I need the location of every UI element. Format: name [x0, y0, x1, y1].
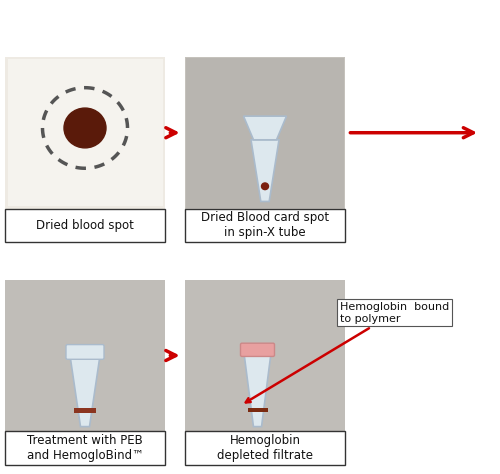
Text: Dried Blood card spot
in spin-X tube: Dried Blood card spot in spin-X tube: [201, 211, 329, 239]
FancyBboxPatch shape: [185, 209, 345, 242]
Polygon shape: [251, 140, 279, 201]
Text: Treatment with PEB
and HemogloBind™: Treatment with PEB and HemogloBind™: [26, 434, 144, 462]
FancyBboxPatch shape: [66, 345, 104, 359]
Polygon shape: [244, 116, 286, 140]
FancyBboxPatch shape: [8, 59, 162, 206]
FancyBboxPatch shape: [6, 281, 164, 430]
FancyBboxPatch shape: [186, 58, 344, 208]
FancyBboxPatch shape: [248, 408, 268, 412]
FancyBboxPatch shape: [240, 343, 274, 356]
Circle shape: [64, 108, 106, 148]
Text: Dried blood spot: Dried blood spot: [36, 219, 134, 232]
Polygon shape: [244, 353, 271, 427]
Circle shape: [262, 183, 268, 190]
Text: Hemoglobin  bound
to polymer: Hemoglobin bound to polymer: [246, 302, 450, 402]
FancyBboxPatch shape: [74, 408, 96, 413]
FancyBboxPatch shape: [185, 280, 345, 431]
FancyBboxPatch shape: [186, 281, 344, 430]
FancyBboxPatch shape: [5, 280, 165, 431]
Polygon shape: [70, 356, 100, 427]
FancyBboxPatch shape: [185, 431, 345, 465]
FancyBboxPatch shape: [5, 209, 165, 242]
FancyBboxPatch shape: [5, 57, 165, 209]
FancyBboxPatch shape: [185, 57, 345, 209]
Text: Hemoglobin
depleted filtrate: Hemoglobin depleted filtrate: [217, 434, 313, 462]
FancyBboxPatch shape: [5, 431, 165, 465]
